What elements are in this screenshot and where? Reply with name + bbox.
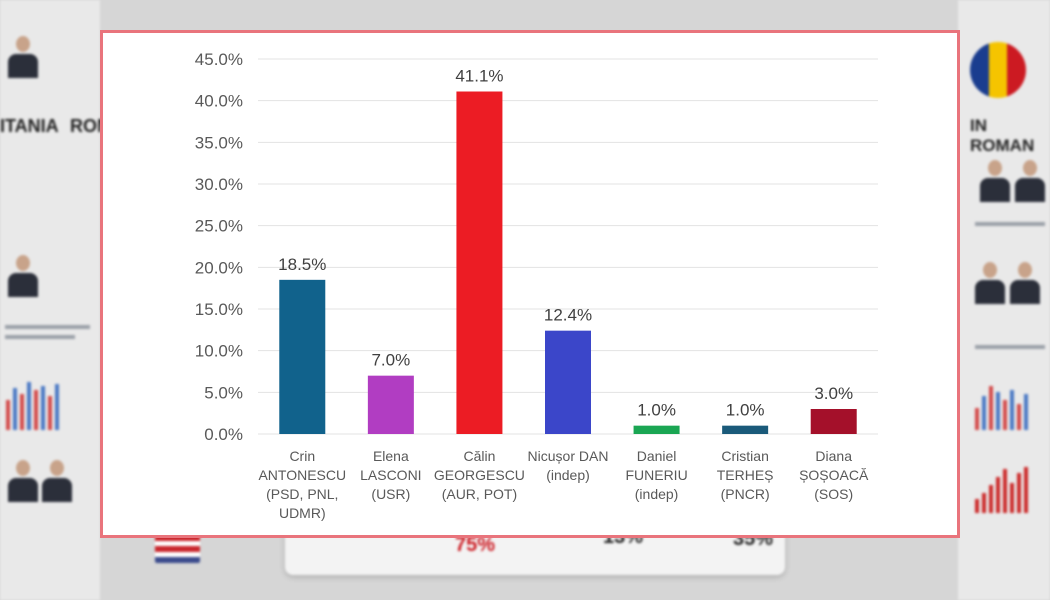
y-tick-label: 5.0% <box>204 383 243 402</box>
y-tick-label: 35.0% <box>195 133 243 152</box>
data-label: 41.1% <box>455 67 503 86</box>
background-left-label: ITANIA <box>0 116 59 136</box>
bar <box>810 409 857 434</box>
x-tick-label: Diana ȘOȘOACĂ (SOS) <box>799 448 869 502</box>
bar <box>456 91 503 434</box>
bar <box>545 330 591 434</box>
data-label: 1.0% <box>726 401 765 420</box>
y-tick-label: 40.0% <box>195 92 243 111</box>
y-tick-label: 30.0% <box>195 175 243 194</box>
x-tick-label: Cristian TERHEȘ (PNCR) <box>717 448 774 502</box>
person-icon <box>980 160 1010 202</box>
person-icon <box>42 460 72 502</box>
data-label: 18.5% <box>278 255 326 274</box>
person-icon <box>975 262 1005 304</box>
bar <box>722 425 769 434</box>
background-text-line <box>975 345 1045 349</box>
y-tick-label: 25.0% <box>195 217 243 236</box>
x-tick-label: Nicușor DAN (indep) <box>528 448 609 483</box>
bar <box>367 375 414 434</box>
background-bars <box>6 380 59 430</box>
person-icon <box>1015 160 1045 202</box>
background-bars <box>975 465 1028 513</box>
bar <box>633 425 680 434</box>
background-bars <box>975 380 1028 430</box>
background-left-panel <box>0 0 100 600</box>
person-icon <box>8 255 38 297</box>
x-tick-label: Crin ANTONESCU (PSD, PNL, UDMR) <box>258 448 346 521</box>
data-label: 12.4% <box>544 306 592 325</box>
y-tick-label: 20.0% <box>195 258 243 277</box>
data-label: 7.0% <box>371 351 410 370</box>
y-tick-label: 0.0% <box>204 425 243 444</box>
y-tick-label: 10.0% <box>195 342 243 361</box>
data-label: 3.0% <box>814 384 853 403</box>
x-tick-label: Elena LASCONI (USR) <box>360 448 421 502</box>
background-right-label: IN ROMAN <box>970 116 1035 155</box>
chart-card: 0.0% 5.0% 10.0% 15.0% 20.0% 25.0% 30.0% 35.0% 40… <box>100 30 960 538</box>
background-number: 75% <box>455 534 496 556</box>
person-icon <box>1010 262 1040 304</box>
y-tick-label: 45.0% <box>195 50 243 69</box>
background-text-line <box>975 222 1045 226</box>
x-tick-label: Daniel FUNERIU (indep) <box>625 448 687 502</box>
data-label: 1.0% <box>637 401 676 420</box>
y-tick-label: 15.0% <box>195 300 243 319</box>
bar <box>279 279 326 434</box>
us-flag-icon <box>155 535 200 563</box>
background-text-line <box>5 335 75 339</box>
background-text-line <box>5 325 90 329</box>
person-icon <box>8 460 38 502</box>
bar-chart: 0.0% 5.0% 10.0% 15.0% 20.0% 25.0% 30.0% 35.0% 40… <box>195 50 878 521</box>
romania-flag-icon <box>970 42 1026 98</box>
person-icon <box>8 36 38 78</box>
x-tick-label: Călin GEORGESCU (AUR, POT) <box>434 448 525 502</box>
